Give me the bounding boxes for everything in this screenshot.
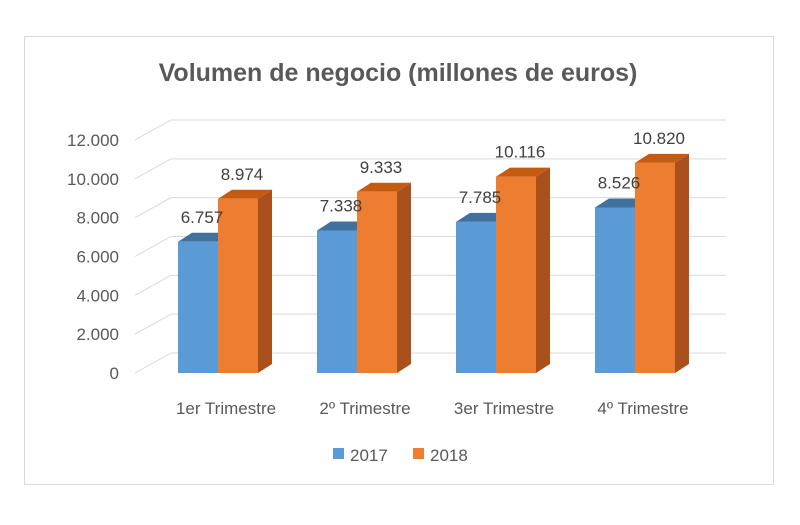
y-tick-label: 12.000 — [67, 131, 119, 150]
chart-title: Volumen de negocio (millones de euros) — [159, 59, 638, 87]
y-tick-label: 6.000 — [76, 248, 119, 267]
bar-top — [357, 182, 411, 192]
y-tick-label: 4.000 — [76, 286, 119, 305]
y-tick-label: 8.000 — [76, 209, 119, 228]
x-category-label: 1er Trimestre — [176, 399, 276, 418]
legend-swatch-2018 — [413, 448, 424, 459]
gridline — [134, 119, 726, 141]
gridline — [134, 158, 726, 180]
data-label-2017-1: 6.757 — [181, 208, 224, 227]
data-label-2017-3: 7.785 — [459, 188, 502, 207]
bar-side — [258, 189, 272, 373]
y-axis-ticks: 0 2.000 4.000 6.000 8.000 10.000 12.000 — [67, 131, 119, 383]
bar-top — [496, 167, 550, 177]
bar-side — [536, 167, 550, 373]
legend-swatch-2017 — [333, 448, 344, 459]
y-tick-label: 0 — [110, 364, 119, 383]
x-category-label: 4º Trimestre — [597, 399, 688, 418]
bar-front — [317, 230, 357, 373]
bar-front — [357, 191, 397, 373]
data-label-2018-4: 10.820 — [633, 129, 685, 148]
bar-side — [675, 153, 689, 373]
bar-front — [595, 207, 635, 373]
bar-2018-4 — [635, 153, 689, 373]
x-category-label: 3er Trimestre — [454, 399, 554, 418]
y-tick-label: 10.000 — [67, 170, 119, 189]
bar-2018-3 — [496, 167, 550, 373]
bar-side — [397, 182, 411, 373]
data-label-2017-4: 8.526 — [598, 173, 641, 192]
legend: 2017 2018 — [333, 446, 468, 465]
bar-2018-1 — [218, 189, 272, 373]
data-labels: 6.757 8.974 7.338 9.333 7.785 10.116 8.526 10.8… — [181, 129, 685, 227]
bar-front — [496, 176, 536, 373]
legend-label-2017: 2017 — [350, 446, 388, 465]
data-label-2018-3: 10.116 — [495, 143, 546, 162]
legend-label-2018: 2018 — [430, 446, 468, 465]
bar-front — [178, 241, 218, 373]
x-category-label: 2º Trimestre — [319, 399, 410, 418]
bar-top — [635, 153, 689, 163]
bars — [178, 153, 689, 373]
data-label-2017-2: 7.338 — [320, 197, 363, 216]
bar-front — [635, 162, 675, 373]
y-tick-label: 2.000 — [76, 325, 119, 344]
data-label-2018-1: 8.974 — [221, 165, 264, 184]
bar-front — [456, 221, 496, 373]
bar-top — [218, 189, 272, 199]
bar-front — [218, 198, 258, 373]
x-axis-labels: 1er Trimestre 2º Trimestre 3er Trimestre 4º… — [176, 399, 689, 418]
bar-2018-2 — [357, 182, 411, 373]
data-label-2018-2: 9.333 — [360, 158, 403, 177]
